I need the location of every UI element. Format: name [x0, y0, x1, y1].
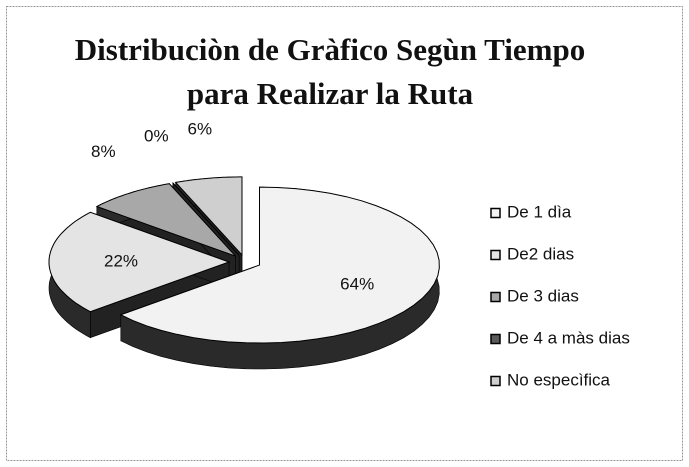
- legend-swatch: [490, 375, 501, 387]
- legend-swatch: [490, 249, 501, 261]
- data-label: 6%: [188, 120, 213, 139]
- chart-title: Distribuciòn de Gràfico Segùn Tiempo par…: [74, 32, 586, 111]
- data-label: 0%: [144, 126, 169, 145]
- legend-label: De 3 dias: [507, 286, 579, 305]
- chart-border: [6, 6, 683, 461]
- legend-label: De2 dias: [507, 244, 574, 263]
- slice: [48, 211, 231, 313]
- legend-label: No especìfica: [507, 370, 611, 389]
- legend-swatch: [490, 207, 501, 219]
- legend-swatch: [490, 333, 501, 345]
- data-label: 22%: [104, 251, 138, 270]
- data-label: 64%: [340, 274, 374, 293]
- slice: [95, 183, 236, 257]
- legend-swatch: [490, 291, 501, 303]
- slice: [174, 176, 243, 257]
- legend-label: De 4 a màs dias: [507, 328, 630, 347]
- slice: [172, 182, 240, 256]
- slice: [119, 186, 440, 344]
- legend-label: De 1 dìa: [507, 202, 572, 221]
- data-label: 8%: [91, 142, 116, 161]
